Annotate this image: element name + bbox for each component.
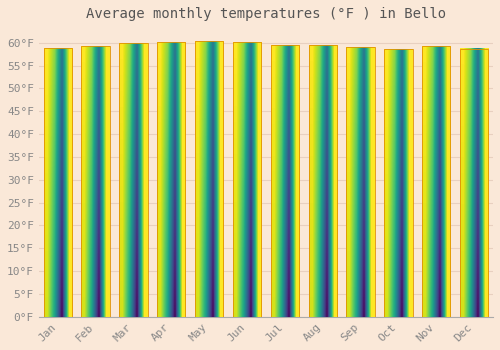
Bar (44, 48, 72, 317)
Bar (384, 49, 412, 317)
Bar (308, 45, 337, 317)
Title: Average monthly temperatures (°F ) in Bello: Average monthly temperatures (°F ) in Be… (86, 7, 446, 21)
Bar (460, 49, 488, 317)
Bar (195, 41, 224, 317)
Bar (82, 47, 110, 317)
Bar (422, 46, 450, 317)
Bar (233, 42, 261, 317)
Bar (157, 42, 186, 317)
Bar (119, 43, 148, 317)
Bar (270, 45, 299, 317)
Bar (346, 47, 375, 317)
